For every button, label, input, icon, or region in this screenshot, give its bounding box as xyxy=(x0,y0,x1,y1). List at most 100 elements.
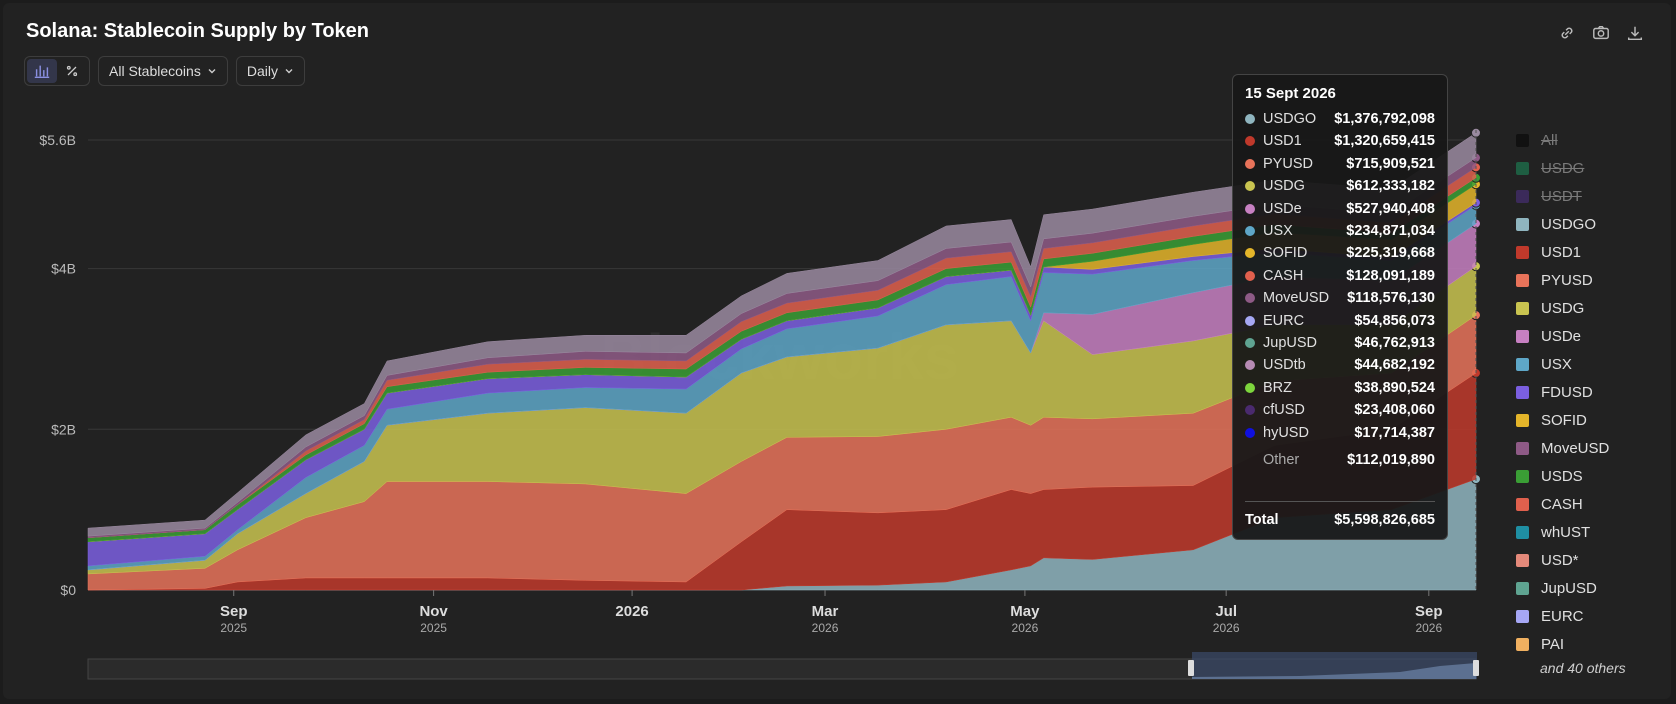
tooltip-series-value: $1,320,659,415 xyxy=(1334,133,1435,150)
legend-more-text[interactable]: and 40 others xyxy=(1540,660,1626,676)
tooltip-divider xyxy=(1245,501,1435,502)
legend-item[interactable]: USDG xyxy=(1516,294,1666,322)
legend-item[interactable]: USDe xyxy=(1516,322,1666,350)
tooltip-row: USD1 $1,320,659,415 xyxy=(1245,131,1435,151)
chart-controls: All Stablecoins Daily xyxy=(24,56,305,86)
legend-label: USD* xyxy=(1541,551,1579,569)
legend-item[interactable]: MoveUSD xyxy=(1516,434,1666,462)
legend-swatch-icon xyxy=(1516,385,1529,399)
legend-swatch-icon xyxy=(1516,217,1529,231)
legend-item[interactable]: USDS xyxy=(1516,462,1666,490)
legend-label: EURC xyxy=(1541,607,1584,625)
series-dot-icon xyxy=(1245,315,1255,326)
legend-item[interactable]: USX xyxy=(1516,350,1666,378)
tooltip-series-value: $54,856,073 xyxy=(1354,312,1435,329)
legend-swatch-icon xyxy=(1516,245,1529,259)
tooltip-row: MoveUSD $118,576,130 xyxy=(1245,288,1435,308)
legend-item[interactable]: USDT xyxy=(1516,182,1666,210)
tooltip-total: Total $5,598,826,685 xyxy=(1245,512,1435,528)
chevron-down-icon xyxy=(208,69,216,74)
tooltip-series-value: $44,682,192 xyxy=(1354,357,1435,374)
tooltip-series-name: USDGO xyxy=(1263,111,1317,127)
series-dot-icon xyxy=(1245,203,1255,214)
interval-label: Daily xyxy=(246,63,278,79)
x-tick-sublabel: 2026 xyxy=(1213,621,1240,635)
legend-item[interactable]: whUST xyxy=(1516,518,1666,546)
legend-item[interactable]: FDUSD xyxy=(1516,378,1666,406)
tooltip-total-value: $5,598,826,685 xyxy=(1334,512,1435,528)
tooltip-row: SOFID $225,319,668 xyxy=(1245,243,1435,263)
bar-chart-icon[interactable] xyxy=(27,59,57,83)
legend-swatch-icon xyxy=(1516,273,1529,287)
interval-dropdown[interactable]: Daily xyxy=(235,56,305,86)
tooltip-series-name: PYUSD xyxy=(1263,155,1313,172)
y-tick-label: $5.6B xyxy=(39,132,76,148)
legend-item[interactable]: PYUSD xyxy=(1516,266,1666,294)
x-tick-label: Mar xyxy=(812,603,839,620)
tooltip-row: PYUSD $715,909,521 xyxy=(1245,154,1435,174)
tooltip-series-value: $715,909,521 xyxy=(1346,155,1435,172)
legend-item[interactable]: USDGO xyxy=(1516,210,1666,238)
legend-item[interactable]: EURC xyxy=(1516,602,1666,630)
tooltip-row: USX $234,871,034 xyxy=(1245,221,1435,241)
legend-label: FDUSD xyxy=(1541,383,1593,401)
tooltip-series-value: $225,319,668 xyxy=(1346,245,1435,262)
legend-label: USDGO xyxy=(1541,215,1597,233)
range-navigator[interactable] xyxy=(87,652,1479,680)
legend-label: PAI xyxy=(1541,635,1565,653)
legend-label: USDT xyxy=(1541,187,1582,205)
legend-swatch-icon xyxy=(1516,609,1529,623)
stablecoin-filter-label: All Stablecoins xyxy=(109,63,201,79)
series-dot-icon xyxy=(1245,270,1255,281)
legend-item[interactable]: PAI xyxy=(1516,630,1666,658)
tooltip-series-name: JupUSD xyxy=(1263,335,1317,351)
y-tick-label: $0 xyxy=(60,582,76,598)
tooltip-series-name: hyUSD xyxy=(1263,424,1309,441)
y-tick-label: $4B xyxy=(51,261,76,277)
tooltip-series-name: MoveUSD xyxy=(1263,290,1330,307)
camera-icon[interactable] xyxy=(1592,24,1612,44)
legend-item[interactable]: JupUSD xyxy=(1516,574,1666,602)
tooltip-series-value: $17,714,387 xyxy=(1354,424,1435,441)
x-tick-sublabel: 2025 xyxy=(420,621,447,635)
legend-item[interactable]: CASH xyxy=(1516,490,1666,518)
tooltip-series-name: SOFID xyxy=(1263,245,1308,262)
tooltip-other-label: Other xyxy=(1263,452,1300,468)
tooltip-row: USDtb $44,682,192 xyxy=(1245,355,1435,375)
link-icon[interactable] xyxy=(1558,24,1578,44)
legend-swatch-icon xyxy=(1516,497,1529,511)
legend-swatch-icon xyxy=(1516,189,1529,203)
tooltip-series-value: $118,576,130 xyxy=(1347,290,1435,307)
stablecoin-filter-dropdown[interactable]: All Stablecoins xyxy=(98,56,228,86)
legend-swatch-icon xyxy=(1516,441,1529,455)
chart-mode-toggle xyxy=(24,56,90,86)
x-tick-label: Sep xyxy=(220,603,248,620)
legend-item[interactable]: USDG xyxy=(1516,154,1666,182)
tooltip-series-name: BRZ xyxy=(1263,379,1292,396)
tooltip-series-value: $128,091,189 xyxy=(1346,267,1435,284)
tooltip-series-value: $527,940,408 xyxy=(1346,200,1435,217)
tooltip-row: EURC $54,856,073 xyxy=(1245,311,1435,331)
x-tick-label: Nov xyxy=(419,603,448,620)
series-dot-icon xyxy=(1245,226,1255,236)
x-tick-sublabel: 2026 xyxy=(812,621,839,635)
tooltip-row: USDGO $1,376,792,098 xyxy=(1245,109,1435,129)
series-dot-icon xyxy=(1245,181,1255,192)
legend-item[interactable]: SOFID xyxy=(1516,406,1666,434)
navigator-handle-left xyxy=(1188,660,1194,676)
tooltip-row: JupUSD $46,762,913 xyxy=(1245,333,1435,353)
legend-label: USD1 xyxy=(1541,243,1582,261)
legend-swatch-icon xyxy=(1516,553,1529,567)
series-dot-icon xyxy=(1245,382,1255,393)
hover-tooltip: 15 Sept 2026 USDGO $1,376,792,098 USD1 $1,3… xyxy=(1232,74,1448,540)
legend-item[interactable]: All xyxy=(1516,126,1666,154)
tooltip-series-name: USDG xyxy=(1263,178,1305,195)
legend-item[interactable]: USD1 xyxy=(1516,238,1666,266)
legend-swatch-icon xyxy=(1516,357,1529,371)
legend-item[interactable]: USD* xyxy=(1516,546,1666,574)
percent-icon[interactable] xyxy=(57,59,87,83)
download-icon[interactable] xyxy=(1626,24,1646,44)
tooltip-row: USDe $527,940,408 xyxy=(1245,199,1435,219)
legend-swatch-icon xyxy=(1516,301,1529,315)
